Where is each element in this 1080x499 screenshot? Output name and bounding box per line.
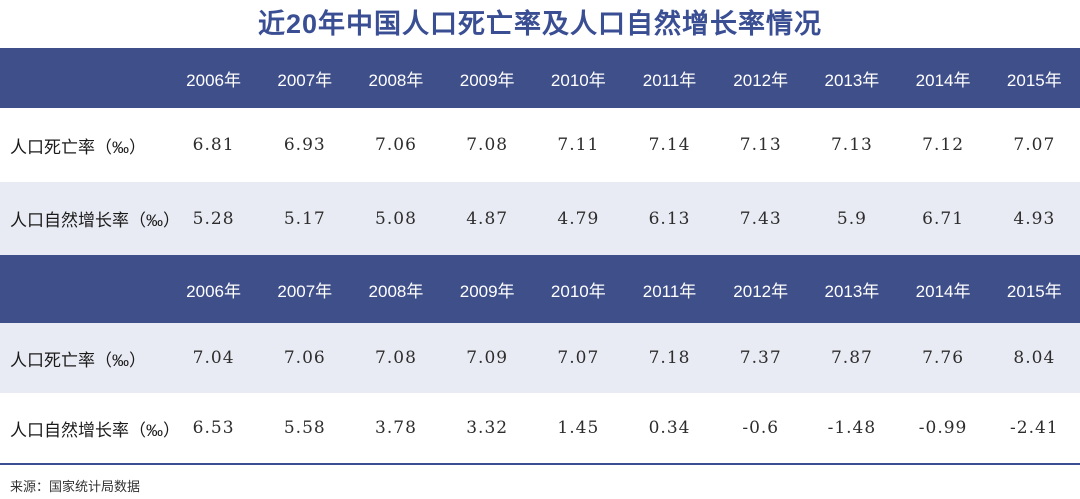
year-header-cell: 2006年 [168,48,260,108]
table-row-natural-growth-rate: 人口自然增长率（‰） 5.28 5.17 5.08 4.87 4.79 6.13… [0,182,1080,255]
year-header-cell: 2014年 [897,48,989,108]
row-label: 人口自然增长率（‰） [0,182,180,255]
year-header-cell: 2011年 [623,48,716,108]
year-header-cell: 2008年 [350,255,442,323]
year-header-cell: 2009年 [441,48,533,108]
value-cell: 5.28 [168,182,260,255]
upper-data-table: 2006年 2007年 2008年 2009年 2010年 2011年 2012… [0,48,1080,255]
value-cell: 3.78 [375,418,417,438]
row-label: 人口自然增长率（‰） [10,420,180,440]
value-cell: 8.04 [988,323,1080,393]
lower-data-table: 2006年 2007年 2008年 2009年 2010年 2011年 2012… [0,255,1080,463]
value-cell: 0.34 [648,418,691,438]
year-header-cell: 2006年 [168,255,260,323]
value-cell: -0.99 [918,418,968,438]
row-label: 人口死亡率（‰） [0,323,168,393]
row-label: 人口死亡率（‰） [10,137,146,157]
value-cell: 7.14 [648,135,691,155]
page-title: 近20年中国人口死亡率及人口自然增长率情况 [257,9,823,39]
value-cell: 6.53 [192,418,235,438]
year-header-cell: 2013年 [806,255,898,323]
value-cell: 7.12 [922,135,965,155]
year-header-cell: 2015年 [988,48,1080,108]
value-cell: -2.41 [1010,418,1059,438]
value-cell: 4.87 [441,182,533,255]
value-cell: -1.48 [827,418,877,438]
year-header-cell: 2008年 [350,48,442,108]
value-cell: 5.08 [350,182,442,255]
value-cell: 7.04 [168,323,260,393]
value-cell: 7.06 [259,323,351,393]
bottom-divider [0,463,1080,465]
value-cell: 7.06 [375,135,417,155]
value-cell: 7.13 [830,135,873,155]
upper-table-header-row: 2006年 2007年 2008年 2009年 2010年 2011年 2012… [0,48,1080,108]
header-spacer-cell [0,48,168,108]
value-cell: 7.09 [441,323,533,393]
year-header-cell: 2011年 [623,255,716,323]
value-cell: 7.11 [557,135,600,155]
value-cell: 5.9 [806,182,898,255]
value-cell: 3.32 [466,418,509,438]
source-note: 来源：国家统计局数据 [10,479,141,494]
table-row-death-rate: 人口死亡率（‰） 6.81 6.93 7.06 7.08 7.11 7.14 7… [0,108,1080,182]
value-cell: 6.81 [192,135,235,155]
year-header-cell: 2009年 [441,255,533,323]
value-cell: 4.93 [988,182,1080,255]
year-header-cell: 2007年 [259,255,351,323]
table-row-death-rate: 人口死亡率（‰） 7.04 7.06 7.08 7.09 7.07 7.18 7… [0,323,1080,393]
value-cell: 7.87 [806,323,898,393]
year-header-cell: 2010年 [532,48,624,108]
year-header-cell: 2012年 [715,48,807,108]
year-header-cell: 2015年 [988,255,1080,323]
value-cell: 6.93 [283,135,326,155]
value-cell: 6.71 [897,182,989,255]
value-cell: -0.6 [742,418,780,438]
value-cell: 7.76 [897,323,989,393]
value-cell: 1.45 [557,418,600,438]
value-cell: 7.13 [739,135,782,155]
value-cell: 4.79 [532,182,624,255]
value-cell: 7.07 [1013,135,1056,155]
value-cell: 7.18 [623,323,716,393]
lower-table-header-row: 2006年 2007年 2008年 2009年 2010年 2011年 2012… [0,255,1080,323]
year-header-cell: 2010年 [532,255,624,323]
value-cell: 7.08 [466,135,509,155]
value-cell: 6.13 [623,182,716,255]
value-cell: 7.08 [350,323,442,393]
table-row-natural-growth-rate: 人口自然增长率（‰） 6.53 5.58 3.78 3.32 1.45 0.34… [0,393,1080,463]
year-header-cell: 2014年 [897,255,989,323]
value-cell: 5.17 [259,182,351,255]
value-cell: 7.07 [532,323,624,393]
header-spacer-cell [0,255,168,323]
year-header-cell: 2007年 [259,48,351,108]
value-cell: 5.58 [283,418,326,438]
value-cell: 7.37 [715,323,807,393]
year-header-cell: 2013年 [806,48,898,108]
year-header-cell: 2012年 [715,255,807,323]
value-cell: 7.43 [715,182,807,255]
